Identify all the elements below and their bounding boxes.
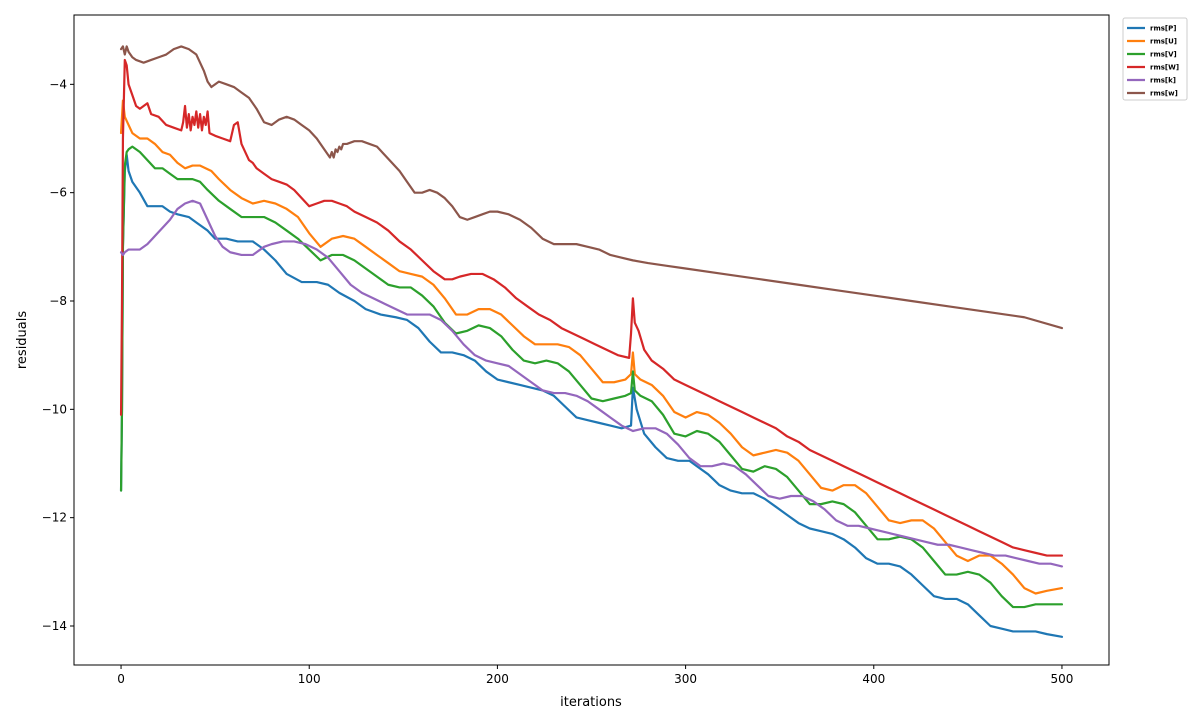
series-line-rmsw-3 [119,58,1064,557]
y-tick-label: −6 [49,186,67,200]
legend-label: rms[U] [1150,38,1177,46]
x-tick-label: 0 [117,672,125,686]
x-tick-label: 500 [1051,672,1074,686]
y-tick-label: −4 [49,77,67,91]
plot-area [74,15,1109,665]
x-tick-label: 400 [862,672,885,686]
x-tick-label: 300 [674,672,697,686]
series-line-rmsp-0 [119,153,1064,638]
legend-label: rms[P] [1150,25,1176,33]
y-tick-label: −8 [49,294,67,308]
series-layer [119,45,1064,638]
y-tick-label: −14 [42,619,67,633]
series-line-rmsk-4 [119,199,1064,568]
y-tick-label: −10 [42,402,67,416]
x-axis-title: iterations [560,695,622,710]
series-line-rmsv-2 [119,145,1064,609]
legend: rms[P] rms[U] rms[V] rms[W] rms[k] rms[w] [1122,17,1188,101]
x-tick-label: 200 [486,672,509,686]
legend-label: rms[V] [1150,51,1177,59]
x-axis: 0 100 200 300 400 500 [117,665,1073,686]
y-tick-label: −12 [42,511,67,525]
series-line-rmsw-5 [119,45,1064,330]
legend-label: rms[k] [1150,77,1176,85]
legend-label: rms[W] [1150,64,1179,72]
legend-label: rms[w] [1150,90,1178,98]
x-tick-label: 100 [298,672,321,686]
axes-frame [73,14,1110,666]
y-axis: −14 −12 −10 −8 −6 −4 [42,77,74,633]
y-axis-title: residuals [15,311,30,370]
series-line-rmsu-1 [119,99,1064,595]
